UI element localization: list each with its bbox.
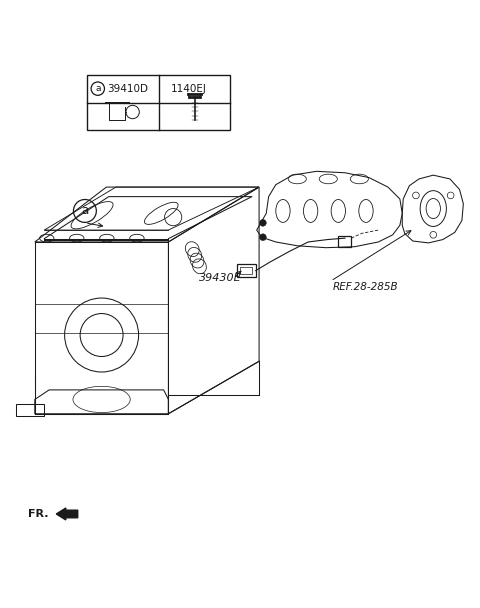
Bar bbox=[240, 268, 252, 274]
FancyArrow shape bbox=[56, 508, 78, 520]
Text: FR.: FR. bbox=[28, 509, 48, 519]
Text: 39430E: 39430E bbox=[199, 273, 242, 283]
Circle shape bbox=[260, 234, 266, 241]
Text: 1140EJ: 1140EJ bbox=[171, 84, 207, 94]
Text: a: a bbox=[95, 84, 100, 93]
Bar bbox=[87, 75, 230, 130]
Circle shape bbox=[260, 219, 266, 226]
Bar bbox=[237, 264, 256, 277]
Text: 39410D: 39410D bbox=[108, 84, 148, 94]
Text: a: a bbox=[81, 204, 88, 218]
Bar bbox=[338, 237, 351, 247]
Text: REF.28-285B: REF.28-285B bbox=[333, 282, 399, 292]
